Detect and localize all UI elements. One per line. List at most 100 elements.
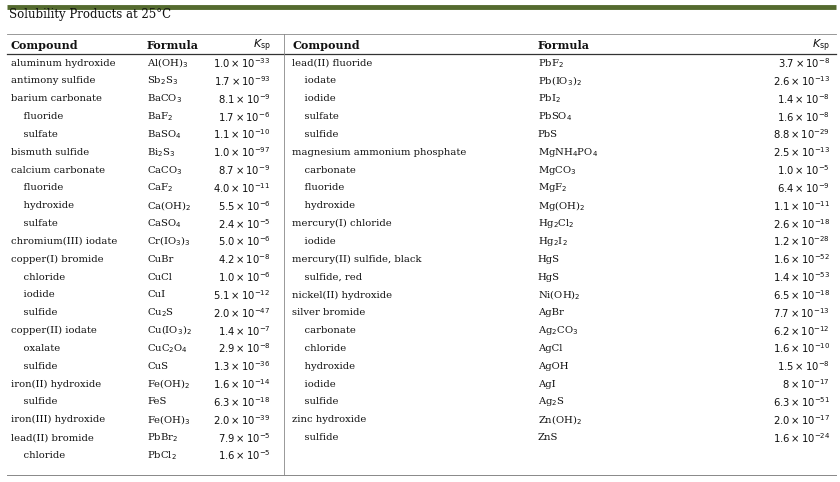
Text: Ag$_2$S: Ag$_2$S (538, 396, 564, 408)
Text: BaCO$_3$: BaCO$_3$ (147, 93, 182, 105)
Text: Ag$_2$CO$_3$: Ag$_2$CO$_3$ (538, 324, 578, 337)
Text: Cu(IO$_3$)$_2$: Cu(IO$_3$)$_2$ (147, 324, 192, 337)
Text: mercury(II) sulfide, black: mercury(II) sulfide, black (292, 255, 422, 264)
Text: carbonate: carbonate (292, 326, 356, 335)
Text: $6.3 \times 10^{-51}$: $6.3 \times 10^{-51}$ (773, 395, 830, 409)
Text: MgF$_2$: MgF$_2$ (538, 182, 567, 194)
Text: $5.0 \times 10^{-6}$: $5.0 \times 10^{-6}$ (218, 235, 270, 248)
Text: sulfide: sulfide (292, 398, 339, 406)
Text: fluoride: fluoride (292, 184, 344, 192)
Text: sulfate: sulfate (11, 130, 58, 139)
Text: hydroxide: hydroxide (11, 201, 74, 210)
Text: BaSO$_4$: BaSO$_4$ (147, 128, 181, 141)
Text: $1.6 \times 10^{-10}$: $1.6 \times 10^{-10}$ (773, 342, 830, 355)
Text: $K_{\mathrm{sp}}$: $K_{\mathrm{sp}}$ (812, 38, 830, 54)
Text: ZnS: ZnS (538, 433, 558, 442)
Text: $1.0 \times 10^{-5}$: $1.0 \times 10^{-5}$ (777, 163, 830, 177)
Text: PbSO$_4$: PbSO$_4$ (538, 110, 572, 123)
Text: $K_{\mathrm{sp}}$: $K_{\mathrm{sp}}$ (253, 38, 270, 54)
Text: oxalate: oxalate (11, 344, 60, 353)
Text: calcium carbonate: calcium carbonate (11, 166, 105, 174)
Text: sulfide: sulfide (292, 130, 339, 139)
Text: PbBr$_2$: PbBr$_2$ (147, 431, 178, 444)
Text: $1.0 \times 10^{-97}$: $1.0 \times 10^{-97}$ (213, 146, 270, 159)
Text: $1.0 \times 10^{-6}$: $1.0 \times 10^{-6}$ (218, 270, 270, 284)
Text: Cu$_2$S: Cu$_2$S (147, 307, 174, 319)
Text: $5.1 \times 10^{-12}$: $5.1 \times 10^{-12}$ (213, 288, 270, 302)
Text: chloride: chloride (11, 273, 66, 281)
Text: iodate: iodate (292, 77, 337, 85)
Text: MgCO$_3$: MgCO$_3$ (538, 164, 576, 176)
Text: sulfate: sulfate (11, 219, 58, 228)
Text: $1.0 \times 10^{-33}$: $1.0 \times 10^{-33}$ (213, 56, 270, 70)
Text: PbF$_2$: PbF$_2$ (538, 57, 564, 69)
Text: bismuth sulfide: bismuth sulfide (11, 148, 89, 157)
Text: $1.4 \times 10^{-53}$: $1.4 \times 10^{-53}$ (773, 270, 830, 284)
Text: Hg$_2$Cl$_2$: Hg$_2$Cl$_2$ (538, 217, 575, 230)
Text: $8.7 \times 10^{-9}$: $8.7 \times 10^{-9}$ (218, 163, 270, 177)
Text: $1.6 \times 10^{-52}$: $1.6 \times 10^{-52}$ (773, 253, 830, 266)
Text: AgBr: AgBr (538, 308, 564, 317)
Text: CaSO$_4$: CaSO$_4$ (147, 217, 181, 230)
Text: fluoride: fluoride (11, 112, 63, 121)
Text: $1.4 \times 10^{-7}$: $1.4 \times 10^{-7}$ (218, 324, 270, 337)
Text: $4.2 \times 10^{-8}$: $4.2 \times 10^{-8}$ (218, 253, 270, 266)
Text: AgI: AgI (538, 380, 555, 388)
Text: chromium(III) iodate: chromium(III) iodate (11, 237, 118, 246)
Text: copper(I) bromide: copper(I) bromide (11, 255, 103, 264)
Text: sulfide: sulfide (11, 308, 57, 317)
Text: iodide: iodide (11, 291, 55, 299)
Text: FeS: FeS (147, 398, 166, 406)
Text: hydroxide: hydroxide (292, 362, 355, 371)
Text: $1.6 \times 10^{-14}$: $1.6 \times 10^{-14}$ (213, 377, 270, 391)
Text: Solubility Products at 25°C: Solubility Products at 25°C (9, 8, 171, 21)
Text: PbCl$_2$: PbCl$_2$ (147, 449, 176, 462)
Text: iodide: iodide (292, 237, 336, 246)
Text: sulfide: sulfide (11, 398, 57, 406)
Text: Ni(OH)$_2$: Ni(OH)$_2$ (538, 288, 580, 302)
Text: $3.7 \times 10^{-8}$: $3.7 \times 10^{-8}$ (778, 56, 830, 70)
Text: $1.6 \times 10^{-8}$: $1.6 \times 10^{-8}$ (777, 110, 830, 123)
Text: Cr(IO$_3$)$_3$: Cr(IO$_3$)$_3$ (147, 235, 191, 248)
Text: $1.3 \times 10^{-36}$: $1.3 \times 10^{-36}$ (213, 360, 270, 373)
Text: $2.6 \times 10^{-18}$: $2.6 \times 10^{-18}$ (773, 217, 830, 230)
Text: $7.9 \times 10^{-5}$: $7.9 \times 10^{-5}$ (218, 431, 270, 444)
Text: lead(II) fluoride: lead(II) fluoride (292, 59, 373, 67)
Text: PbI$_2$: PbI$_2$ (538, 93, 560, 105)
Text: CuC$_2$O$_4$: CuC$_2$O$_4$ (147, 342, 188, 355)
Text: $1.7 \times 10^{-93}$: $1.7 \times 10^{-93}$ (214, 74, 270, 88)
Text: nickel(II) hydroxide: nickel(II) hydroxide (292, 291, 392, 299)
Text: Al(OH)$_3$: Al(OH)$_3$ (147, 56, 188, 70)
Text: carbonate: carbonate (292, 166, 356, 174)
Text: $2.5 \times 10^{-13}$: $2.5 \times 10^{-13}$ (773, 146, 830, 159)
Text: iodide: iodide (292, 380, 336, 388)
Text: chloride: chloride (11, 451, 66, 460)
Text: $8 \times 10^{-17}$: $8 \times 10^{-17}$ (782, 377, 830, 391)
Text: MgNH$_4$PO$_4$: MgNH$_4$PO$_4$ (538, 146, 597, 159)
Text: AgOH: AgOH (538, 362, 568, 371)
Text: copper(II) iodate: copper(II) iodate (11, 326, 97, 335)
Text: iron(III) hydroxide: iron(III) hydroxide (11, 415, 105, 424)
Text: CaF$_2$: CaF$_2$ (147, 182, 173, 194)
Text: mercury(I) chloride: mercury(I) chloride (292, 219, 392, 228)
Text: $4.0 \times 10^{-11}$: $4.0 \times 10^{-11}$ (213, 181, 270, 195)
Text: iron(II) hydroxide: iron(II) hydroxide (11, 380, 101, 388)
Text: $8.1 \times 10^{-9}$: $8.1 \times 10^{-9}$ (218, 92, 270, 106)
Text: Formula: Formula (147, 40, 199, 51)
Text: Compound: Compound (292, 40, 360, 51)
Text: CuS: CuS (147, 362, 168, 371)
Text: $2.4 \times 10^{-5}$: $2.4 \times 10^{-5}$ (218, 217, 270, 230)
Text: chloride: chloride (292, 344, 347, 353)
Text: Fe(OH)$_2$: Fe(OH)$_2$ (147, 377, 191, 391)
Text: Zn(OH)$_2$: Zn(OH)$_2$ (538, 413, 581, 427)
Text: Hg$_2$I$_2$: Hg$_2$I$_2$ (538, 235, 567, 248)
Text: CuI: CuI (147, 291, 165, 299)
Text: $8.8 \times 10^{-29}$: $8.8 \times 10^{-29}$ (773, 128, 830, 141)
Text: HgS: HgS (538, 273, 559, 281)
Text: sulfate: sulfate (292, 112, 339, 121)
Text: lead(II) bromide: lead(II) bromide (11, 433, 94, 442)
Text: iodide: iodide (292, 94, 336, 103)
Text: HgS: HgS (538, 255, 559, 264)
Text: AgCl: AgCl (538, 344, 562, 353)
Text: Compound: Compound (11, 40, 79, 51)
